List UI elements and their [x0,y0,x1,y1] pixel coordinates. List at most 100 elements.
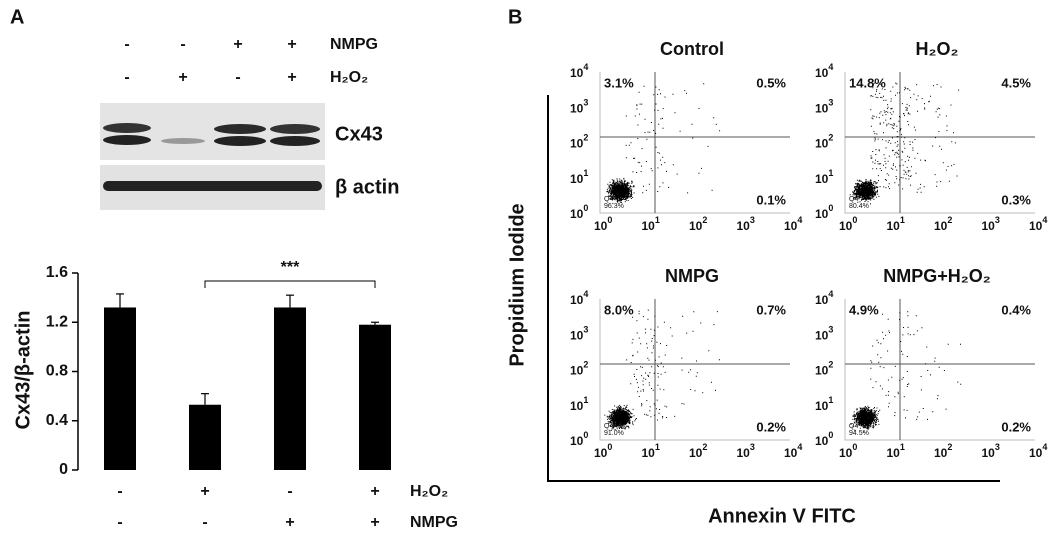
tick-base: 10 [570,293,584,307]
gate-label: Q4 [604,423,613,430]
tick-base: 10 [570,364,584,378]
tick-base: 10 [1029,219,1043,233]
band [103,135,151,145]
y-tick-label: 101 [570,168,588,186]
tick-exponent: 4 [828,62,833,72]
quadrant-percent: 4.5% [1001,75,1031,90]
quadrant-percent: 0.7% [756,302,786,317]
tick-base: 10 [934,446,948,460]
tick-exponent: 3 [995,442,1000,452]
tick-base: 10 [839,446,853,460]
scatter-texture [849,82,960,205]
x-tick-label: 100 [839,215,857,233]
treatment-sign: + [370,514,379,531]
tick-base: 10 [815,293,829,307]
tick-exponent: 4 [583,289,588,299]
band [270,124,320,134]
tick-base: 10 [689,219,703,233]
treatment-sign: - [124,36,129,53]
quadrant-percent: 0.5% [756,75,786,90]
tick-exponent: 0 [852,215,857,225]
y-tick-label: 1.2 [46,313,68,330]
plot-frame [599,72,790,214]
blot-label: Cx43 [335,123,383,145]
western-blot [100,103,325,210]
band [214,136,266,146]
x-tick-label: 104 [1029,215,1047,233]
quadrant-percent: 0.2% [756,419,786,434]
plot-title: NMPG+H₂O₂ [883,266,991,286]
tick-base: 10 [642,446,656,460]
tick-base: 10 [737,446,751,460]
annotation: *** [281,259,300,276]
x-tick-label: 104 [784,215,802,233]
tick-exponent: 3 [828,325,833,335]
quadrant-percent: 8.0% [604,302,634,317]
significance-bracket [204,280,376,288]
tick-exponent: 2 [828,360,833,370]
x-tick-label: 103 [737,215,755,233]
treatment-sign: - [117,483,122,500]
tick-exponent: 0 [607,442,612,452]
tick-base: 10 [815,207,829,221]
tick-base: 10 [1029,446,1043,460]
tick-base: 10 [570,207,584,221]
x-tick-label: 102 [934,215,952,233]
tick-exponent: 2 [947,215,952,225]
scatter-texture [604,309,720,431]
tick-exponent: 1 [583,395,588,405]
gate-label: Q4 [849,196,858,203]
tick-base: 10 [570,137,584,151]
plot-frame [599,299,790,441]
tick-exponent: 4 [1042,442,1047,452]
tick-base: 10 [934,219,948,233]
y-tick-label: 101 [815,168,833,186]
y-tick-label: 0.8 [46,363,68,380]
quadrant-percent: 0.3% [1001,192,1031,207]
x-axis-label: Annexin V FITC [708,505,856,527]
tick-exponent: 4 [583,62,588,72]
tick-exponent: 0 [828,203,833,213]
tick-exponent: 2 [828,133,833,143]
tick-exponent: 4 [828,289,833,299]
tick-base: 10 [887,219,901,233]
plot-title: Control [660,39,724,59]
treatment-label: H₂O₂ [410,483,448,500]
quadrant-percent: 0.4% [1001,302,1031,317]
tick-base: 10 [815,66,829,80]
y-tick-label: 100 [815,430,833,448]
x-tick-label: 101 [887,442,905,460]
y-tick-label: 1.6 [46,264,68,281]
tick-base: 10 [642,219,656,233]
tick-exponent: 1 [655,215,660,225]
tick-exponent: 3 [995,215,1000,225]
gate-label: Q4 [604,196,613,203]
scatter-texture [850,311,962,433]
bar [274,307,306,470]
tick-exponent: 1 [900,442,905,452]
tick-exponent: 0 [607,215,612,225]
bar [359,324,391,470]
y-tick-label: 103 [815,98,833,116]
tick-exponent: 3 [750,215,755,225]
plot-frame [844,72,1035,214]
tick-exponent: 2 [947,442,952,452]
treatment-sign: - [124,69,129,86]
tick-exponent: 0 [583,430,588,440]
y-axis-label: Propidium Iodide [506,203,528,366]
x-tick-label: 104 [1029,442,1047,460]
tick-exponent: 3 [828,98,833,108]
quadrant-percent: 3.1% [604,75,634,90]
tick-base: 10 [689,446,703,460]
tick-base: 10 [815,172,829,186]
tick-exponent: 3 [750,442,755,452]
x-tick-label: 104 [784,442,802,460]
treatment-sign: + [285,514,294,531]
tick-exponent: 1 [828,168,833,178]
tick-base: 10 [594,219,608,233]
band [270,136,320,146]
treatment-sign: + [370,483,379,500]
bar [104,307,136,470]
y-tick-label: 104 [570,62,588,80]
